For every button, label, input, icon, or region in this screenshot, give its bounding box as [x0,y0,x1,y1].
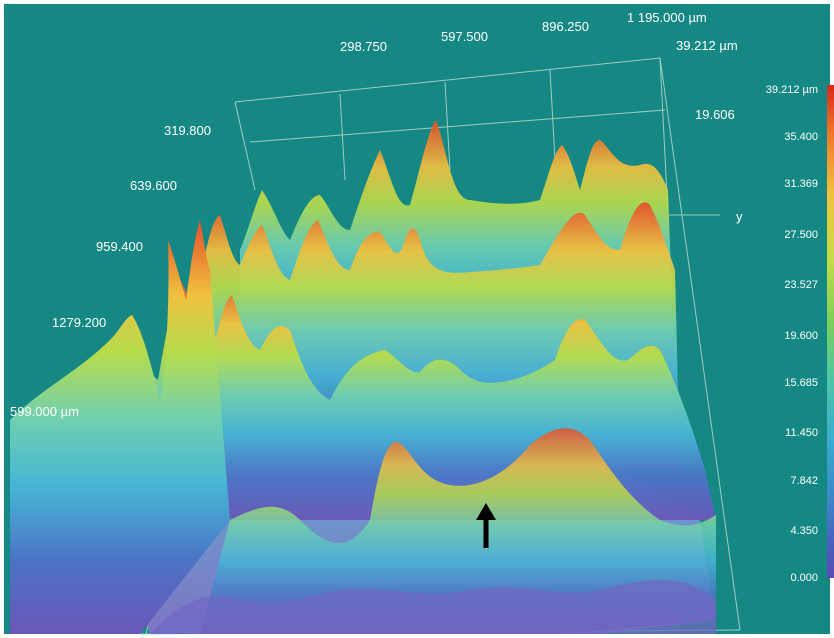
surface-foreground-hills [200,428,716,634]
colorbar-label: 15.685 [784,377,818,389]
x-axis-ticks: 298.750 597.500 896.250 1 195.000 µm [340,10,707,54]
colorbar-label: 19.600 [784,330,818,342]
y-tick-label: 1279.200 [52,315,106,330]
z-tick-label: 19.606 [695,107,735,122]
y-axis-ticks: 599.000 µm 1279.200 959.400 639.600 319.… [10,123,211,419]
y-tick-label: 639.600 [130,178,177,193]
colorbar-label: 23.527 [784,279,818,291]
colorbar-label: 39.212 µm [766,84,818,96]
surface-left-ridge [10,220,230,634]
colorbar-label: 4.350 [790,525,818,537]
surface-floor-shade [150,580,716,634]
colorbar-label: 11.450 [785,427,818,439]
colorbar-gradient [827,85,834,578]
y-tick-label: 599.000 µm [10,404,79,419]
x-tick-label: 298.750 [340,39,387,54]
x-tick-label: 896.250 [542,19,589,34]
colorbar-label: 27.500 [784,229,818,241]
colorbar-label: 0.000 [790,572,818,584]
x-tick-label: 1 195.000 µm [627,10,707,25]
y-tick-label: 319.800 [164,123,211,138]
x-tick-label: 597.500 [441,29,488,44]
colorbar-label: 35.400 [784,131,818,143]
z-tick-label: 39.212 µm [676,38,738,53]
y-axis-name: y [736,209,743,224]
y-tick-label: 959.400 [96,239,143,254]
colorbar-label: 7.842 [790,475,818,487]
z-axis-ticks: 39.212 µm 19.606 [676,38,738,122]
colorbar: 39.212 µm 35.400 31.369 27.500 23.527 19… [766,84,834,584]
arrow-up-annotation [476,503,496,548]
colorbar-label: 31.369 [784,178,818,190]
